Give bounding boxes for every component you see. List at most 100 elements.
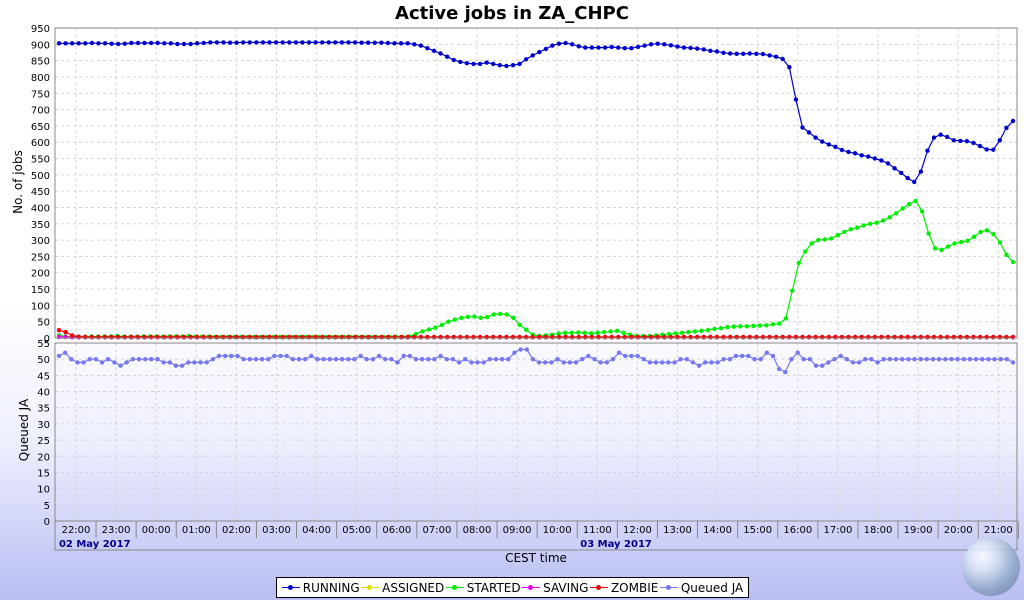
data-point-queued-ja [247,357,252,362]
data-point-running [109,41,114,46]
data-point-queued-ja [709,360,714,365]
data-point-running [484,60,489,65]
data-point-zombie [425,334,430,340]
data-point-zombie [63,329,68,335]
data-point-queued-ja [333,357,339,362]
data-point-queued-ja [986,357,991,362]
data-point-queued-ja [721,357,726,362]
data-point-started [978,229,983,235]
data-point-started [926,231,931,236]
legend-item-zombie: ZOMBIE [589,581,658,595]
data-point-running [556,41,562,46]
data-point-running [83,41,88,46]
legend-saving-label: SAVING [543,580,589,595]
data-point-running [701,47,706,52]
data-point-running [721,50,726,55]
data-point-queued-ja [303,357,308,362]
data-point-zombie [977,334,983,340]
data-point-running [293,40,299,45]
data-point-running [471,61,476,67]
lower-y-axis-label: Queued JA [17,398,31,461]
data-point-started [511,315,516,320]
data-point-started [446,319,451,324]
data-point-started [478,315,483,320]
data-point-queued-ja [684,357,689,362]
data-point-started [965,238,970,243]
data-point-running [287,40,292,45]
data-point-zombie [83,334,88,340]
data-point-queued-ja [623,353,628,359]
data-point-zombie [859,334,864,340]
x-tick-label: 08:00 [463,525,492,536]
data-point-running [372,40,377,45]
legend-item-saving: SAVING [522,581,588,595]
data-point-running [806,130,812,135]
data-point-zombie [879,334,884,340]
data-point-started [783,316,789,321]
data-point-zombie [477,334,483,340]
data-point-started [764,323,769,328]
data-point-running [148,40,154,46]
data-point-running [951,138,956,143]
data-point-zombie [352,334,358,340]
data-point-running [964,139,970,144]
data-point-zombie [300,334,305,340]
data-point-saving [63,334,68,340]
data-point-started [563,330,568,335]
data-point-running [320,40,325,45]
data-point-queued-ja [801,357,806,362]
data-point-zombie [504,334,509,340]
data-point-zombie [721,334,726,340]
data-point-started [770,322,776,327]
data-point-queued-ja [419,357,425,362]
data-point-started [790,288,795,293]
data-point-zombie [727,334,733,340]
data-point-queued-ja [838,353,843,359]
data-point-queued-ja [155,357,160,362]
data-point-started [725,325,730,330]
data-point-zombie [945,334,950,340]
data-point-running [997,138,1002,143]
data-point-queued-ja [118,363,123,368]
data-point-zombie [813,334,818,340]
data-point-queued-ja [167,360,172,365]
lower-y-tick-label: 35 [37,404,50,415]
data-point-queued-ja [456,360,462,365]
data-point-queued-ja [487,357,492,362]
data-point-zombie [346,334,351,340]
legend: RUNNING ASSIGNED STARTED SAVING ZOMBIE Q… [276,577,749,598]
data-point-zombie [517,334,522,340]
data-point-running [116,41,121,47]
data-point-queued-ja [524,347,529,352]
data-point-running [655,41,660,46]
data-point-queued-ja [660,360,665,365]
lower-y-ticks: 0 5 10 15 20 25 30 35 40 45 50 55 [37,339,50,528]
data-point-queued-ja [432,357,437,362]
data-point-running [162,41,167,46]
data-point-queued-ja [869,357,874,362]
data-point-queued-ja [161,360,166,365]
upper-y-tick-label: 100 [31,301,50,312]
data-point-queued-ja [961,357,966,362]
data-point-zombie [675,334,680,340]
data-point-zombie [306,334,312,340]
data-point-running [405,41,410,46]
data-point-queued-ja [758,357,763,362]
lower-y-tick-label: 10 [37,485,50,496]
data-point-queued-ja [536,360,542,365]
upper-y-tick-label: 800 [31,73,50,84]
data-point-running [576,44,581,49]
data-point-running [497,62,502,68]
data-point-queued-ja [616,350,622,355]
lower-grid [55,343,1017,521]
data-point-zombie [530,334,535,340]
data-point-started [498,311,503,317]
data-point-running [412,42,417,47]
data-point-zombie [405,334,410,340]
data-point-zombie [964,334,970,340]
data-point-running [622,46,627,51]
data-point-queued-ja [727,357,733,362]
data-point-started [796,260,801,266]
legend-assigned-marker-icon [361,583,380,593]
upper-y-tick-label: 50 [37,318,50,329]
